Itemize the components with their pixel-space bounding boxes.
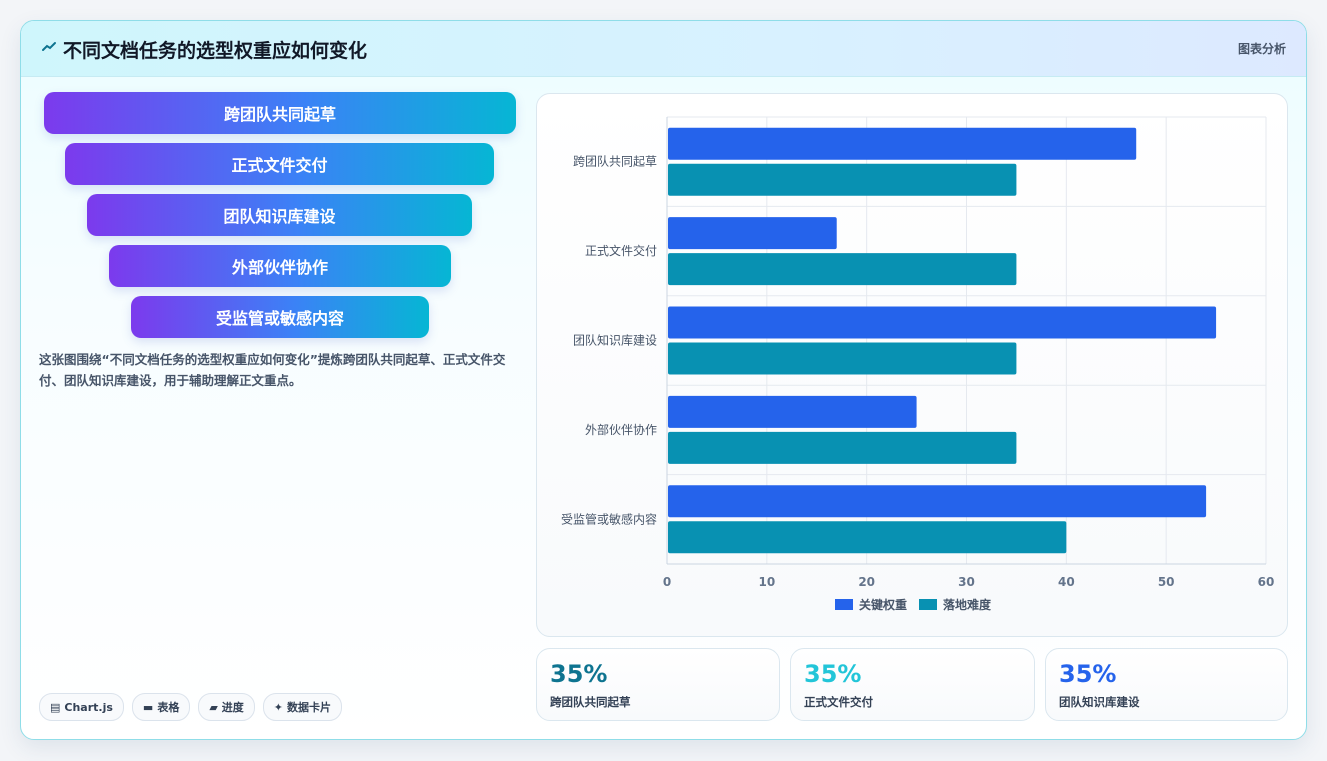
bar — [668, 485, 1207, 518]
trend-line-icon — [42, 42, 56, 51]
chip-chartjs[interactable]: ▤ Chart.js — [39, 693, 124, 721]
x-tick-label: 50 — [1158, 575, 1175, 589]
bar — [668, 306, 1217, 339]
funnel-step: 正式文件交付 — [65, 143, 494, 185]
bar — [668, 163, 1017, 196]
x-tick-label: 40 — [1058, 575, 1075, 589]
funnel-step: 外部伙伴协作 — [109, 245, 451, 287]
sparkle-icon: ✦ — [273, 700, 284, 714]
bar — [668, 217, 837, 250]
stat-card: 35% 跨团队共同起草 — [536, 648, 780, 721]
bar — [668, 342, 1017, 375]
stat-card: 35% 团队知识库建设 — [1045, 648, 1288, 721]
funnel-step: 受监管或敏感内容 — [131, 296, 429, 338]
stat-value: 35% — [804, 660, 862, 688]
legend-label: 关键权重 — [859, 597, 907, 612]
chip-label: 数据卡片 — [287, 701, 332, 714]
bar — [668, 521, 1067, 554]
chart-icon: ▤ — [50, 700, 61, 714]
stat-value: 35% — [1059, 660, 1117, 688]
stat-label: 跨团队共同起草 — [550, 695, 631, 709]
y-tick-label: 跨团队共同起草 — [573, 154, 657, 169]
chip-data-card[interactable]: ✦ 数据卡片 — [262, 693, 343, 721]
legend-swatch — [835, 599, 853, 610]
page-title: 不同文档任务的选型权重应如何变化 — [63, 40, 368, 62]
header-tag: 图表分析 — [1237, 42, 1286, 56]
card-header: 不同文档任务的选型权重应如何变化 图表分析 — [21, 21, 1306, 77]
chip-label: 表格 — [157, 701, 180, 714]
progress-icon: ▰ — [209, 700, 218, 714]
funnel-step: 跨团队共同起草 — [44, 92, 516, 134]
chart-description: 这张图围绕“不同文档任务的选型权重应如何变化”提炼跨团队共同起草、正式文件交付、… — [39, 352, 506, 388]
y-tick-label: 正式文件交付 — [585, 243, 657, 258]
bar — [668, 127, 1137, 160]
chip-table[interactable]: ▬ 表格 — [131, 693, 191, 721]
y-tick-label: 受监管或敏感内容 — [561, 511, 657, 526]
bar — [668, 395, 917, 428]
legend-label: 落地难度 — [943, 597, 992, 612]
x-tick-label: 0 — [663, 575, 671, 589]
funnel-step: 团队知识库建设 — [87, 194, 472, 236]
stat-label: 正式文件交付 — [804, 695, 873, 709]
y-tick-label: 外部伙伴协作 — [585, 422, 657, 437]
y-tick-label: 团队知识库建设 — [573, 333, 657, 348]
x-tick-label: 30 — [958, 575, 975, 589]
x-tick-label: 60 — [1258, 575, 1275, 589]
bar — [668, 253, 1017, 286]
stat-card: 35% 正式文件交付 — [790, 648, 1035, 721]
x-tick-label: 10 — [758, 575, 775, 589]
stat-label: 团队知识库建设 — [1059, 695, 1140, 709]
main-card: 不同文档任务的选型权重应如何变化 图表分析 跨团队共同起草 正式文件交付 团队知… — [20, 20, 1307, 740]
chip-label: 进度 — [221, 701, 244, 714]
chip-progress[interactable]: ▰ 进度 — [198, 693, 255, 721]
tag-chips: ▤ Chart.js ▬ 表格 ▰ 进度 ✦ 数据卡片 — [39, 693, 343, 721]
chip-label: Chart.js — [64, 700, 113, 714]
table-icon: ▬ — [142, 700, 154, 714]
chart-panel: 0 10 20 30 40 50 60 跨团队共同起草正式文件交付团队知识库建设外部伙伴协作受… — [536, 93, 1288, 637]
stat-value: 35% — [550, 660, 608, 688]
bar-chart: 0 10 20 30 40 50 60 跨团队共同起草正式文件交付团队知识库建设外部伙伴协作受… — [561, 116, 1275, 612]
legend-swatch — [919, 599, 937, 610]
bar — [668, 431, 1017, 464]
x-tick-label: 20 — [858, 575, 875, 589]
